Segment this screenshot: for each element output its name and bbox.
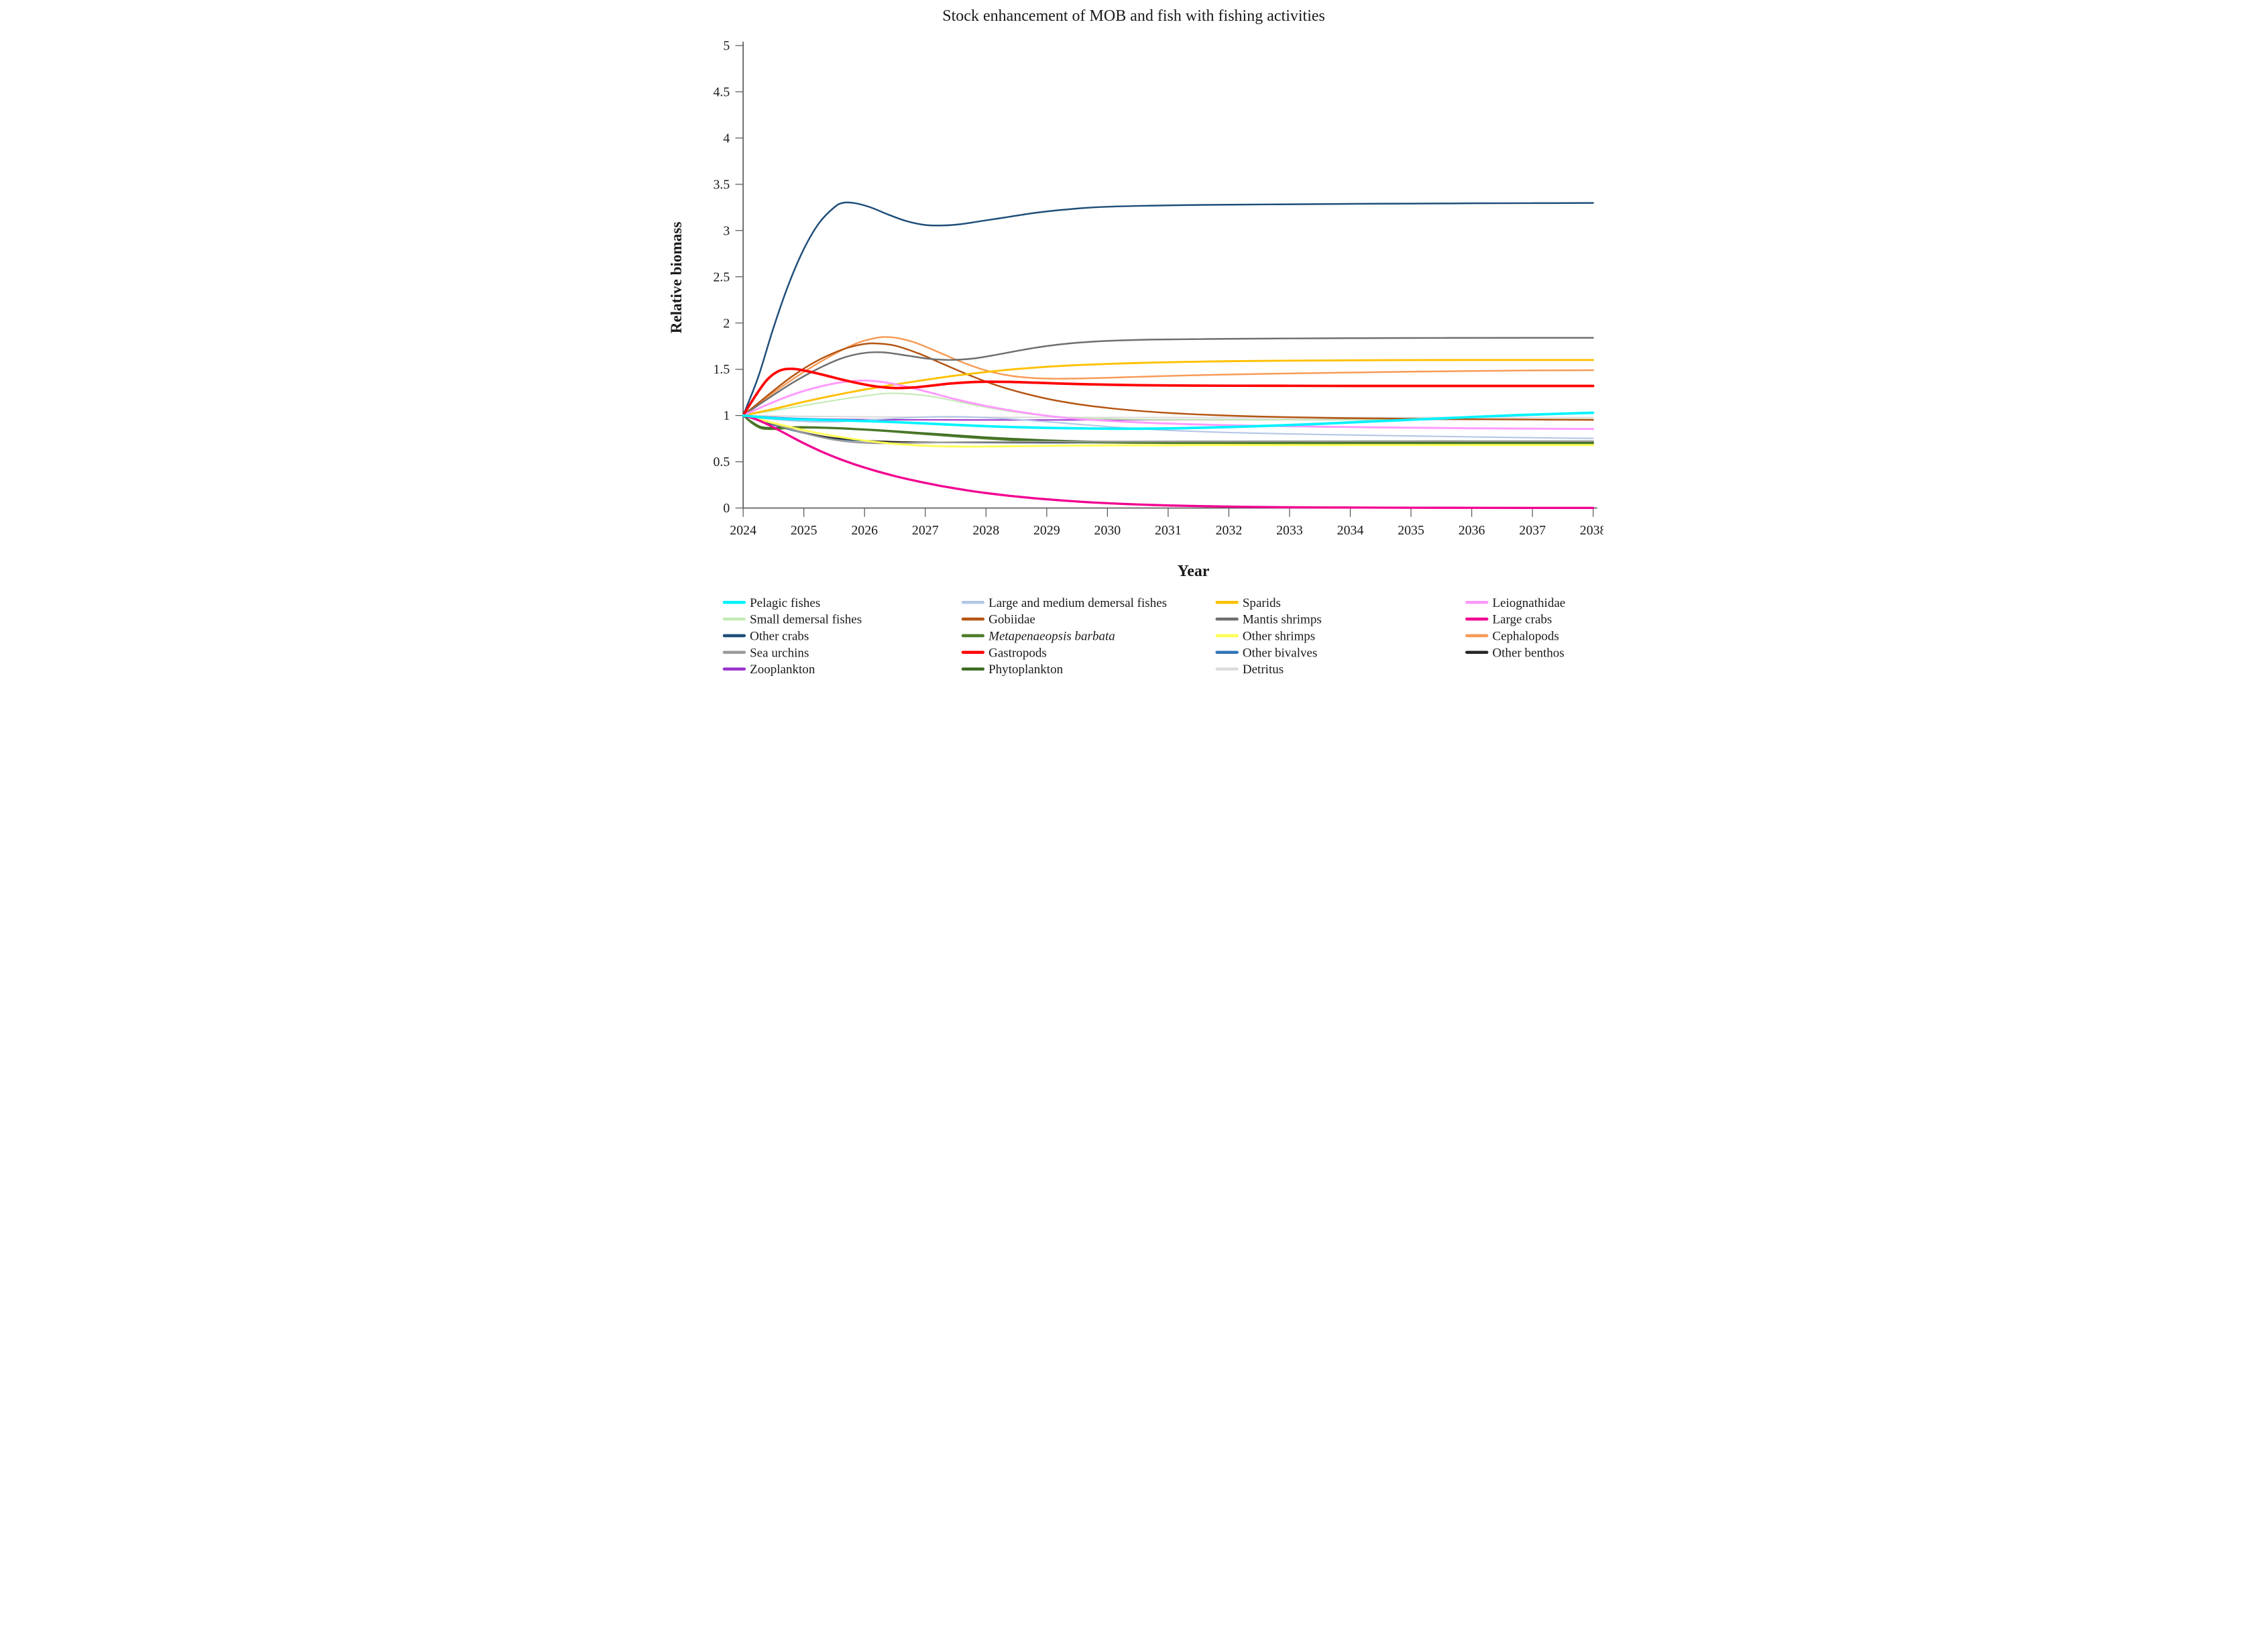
- series-line-phytoplankton: [742, 414, 1594, 443]
- legend-label: Large crabs: [1492, 613, 1552, 627]
- x-tick-label: 2025: [791, 523, 817, 538]
- x-tick-label: 2026: [851, 523, 878, 538]
- legend-item: Gastropods: [961, 646, 1047, 660]
- x-axis-ticks: 2024 2025 2026 2027 2028 2029 2030 2031 2032 2033…: [730, 508, 1603, 538]
- x-tick-label: 2029: [1033, 523, 1060, 538]
- legend-item: Other crabs: [722, 630, 809, 644]
- legend-label: Sea urchins: [750, 646, 809, 660]
- x-tick-label: 2037: [1519, 523, 1546, 538]
- legend-label: Gastropods: [988, 646, 1047, 660]
- legend-item: Gobiidae: [961, 613, 1035, 627]
- y-tick-label: 2.5: [713, 270, 730, 284]
- legend-label: Detritus: [1243, 663, 1284, 677]
- y-axis-title: Relative biomass: [668, 222, 685, 334]
- y-tick-label: 2: [723, 316, 730, 331]
- legend-item: Other shrimps: [1215, 630, 1315, 644]
- series-line-large-crabs: [742, 414, 1595, 510]
- y-tick-label: 4.5: [713, 84, 730, 99]
- legend-item: Metapenaeopsis barbata: [961, 630, 1115, 644]
- y-tick-label: 4: [723, 131, 730, 146]
- x-tick-label: 2034: [1337, 523, 1364, 538]
- y-tick-label: 0: [723, 501, 730, 516]
- series-line-cephalopods: [742, 336, 1594, 416]
- y-tick-label: 3.5: [713, 177, 730, 192]
- chart-svg: Stock enhancement of MOB and fish with f…: [668, 7, 1603, 677]
- series-line-gastropods: [742, 367, 1595, 417]
- legend-item: Detritus: [1215, 663, 1284, 677]
- y-tick-label: 1: [723, 408, 730, 423]
- legend-item: Leiognathidae: [1465, 596, 1565, 610]
- y-tick-label: 1.5: [713, 362, 730, 377]
- x-tick-label: 2032: [1216, 523, 1243, 538]
- legend-label: Other bivalves: [1243, 646, 1318, 660]
- series-line-other-crabs: [742, 201, 1594, 416]
- x-tick-label: 2033: [1276, 523, 1303, 538]
- y-tick-label: 3: [723, 223, 730, 238]
- legend-label: Sparids: [1243, 596, 1281, 610]
- legend-label: Large and medium demersal fishes: [988, 596, 1167, 610]
- x-tick-label: 2028: [972, 523, 999, 538]
- x-tick-label: 2027: [912, 523, 939, 538]
- legend-label: Phytoplankton: [988, 663, 1064, 677]
- series-line-sea-urchins: [742, 414, 1594, 445]
- legend-label: Cephalopods: [1492, 630, 1558, 644]
- legend-item: Phytoplankton: [961, 663, 1064, 677]
- series-line-other-shrimps: [742, 414, 1595, 448]
- series-line-pelagic: [742, 411, 1595, 431]
- y-tick-label: 0.5: [713, 455, 730, 469]
- series-line-sparids: [742, 359, 1595, 417]
- x-tick-label: 2031: [1155, 523, 1182, 538]
- series-lines: [742, 201, 1595, 510]
- x-tick-label: 2024: [730, 523, 756, 538]
- legend-label: Mantis shrimps: [1243, 613, 1322, 627]
- legend-label: Leiognathidae: [1492, 596, 1565, 610]
- legend-label: Pelagic fishes: [750, 596, 820, 610]
- legend-label: Metapenaeopsis barbata: [988, 630, 1115, 644]
- legend-item: Zooplankton: [722, 663, 815, 677]
- x-tick-label: 2036: [1459, 523, 1485, 538]
- legend-item: Large crabs: [1465, 613, 1552, 627]
- legend-label: Other benthos: [1492, 646, 1564, 660]
- x-axis-title: Year: [1178, 563, 1210, 580]
- legend-item: Large and medium demersal fishes: [961, 596, 1167, 610]
- x-tick-label: 2038: [1580, 523, 1603, 538]
- legend-label: Other crabs: [750, 630, 809, 644]
- legend-item: Pelagic fishes: [722, 596, 820, 610]
- series-line-leiognathidae: [742, 380, 1595, 431]
- legend-item: Sea urchins: [722, 646, 809, 660]
- y-tick-label: 5: [723, 39, 730, 54]
- axis-spines: [742, 42, 1597, 509]
- legend-label: Gobiidae: [988, 613, 1035, 627]
- chart-legend: Pelagic fishes Small demersal fishes Other…: [722, 596, 1565, 677]
- chart-title: Stock enhancement of MOB and fish with f…: [942, 7, 1325, 25]
- legend-item: Other bivalves: [1215, 646, 1318, 660]
- legend-item: Cephalopods: [1465, 630, 1559, 644]
- series-line-small-demersal: [742, 392, 1594, 420]
- y-axis-ticks: 0 0.5 1 1.5 2 2.5 3 3.5 4 4.5 5: [713, 39, 744, 516]
- legend-item: Sparids: [1215, 596, 1281, 610]
- x-tick-label: 2030: [1094, 523, 1121, 538]
- legend-item: Mantis shrimps: [1215, 613, 1322, 627]
- x-tick-label: 2035: [1398, 523, 1424, 538]
- legend-label: Small demersal fishes: [750, 613, 862, 627]
- legend-item: Other benthos: [1465, 646, 1565, 660]
- legend-label: Zooplankton: [750, 663, 815, 677]
- figure-container: Stock enhancement of MOB and fish with f…: [665, 0, 1603, 681]
- legend-item: Small demersal fishes: [722, 613, 862, 627]
- legend-label: Other shrimps: [1243, 630, 1315, 644]
- series-line-mantis: [742, 337, 1594, 416]
